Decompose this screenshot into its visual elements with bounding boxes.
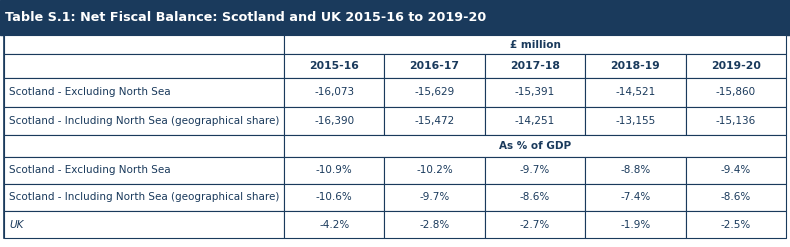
Bar: [686, 184, 786, 211]
Bar: [485, 78, 585, 107]
Text: -1.9%: -1.9%: [620, 220, 650, 230]
Bar: [585, 107, 686, 135]
Text: -2.8%: -2.8%: [419, 220, 450, 230]
Bar: [385, 157, 485, 184]
Text: -2.5%: -2.5%: [720, 220, 751, 230]
Text: -8.6%: -8.6%: [720, 192, 751, 203]
Text: -15,860: -15,860: [716, 87, 756, 98]
Text: -10.6%: -10.6%: [316, 192, 352, 203]
Bar: [4, 135, 284, 157]
Bar: [686, 211, 786, 238]
Bar: [4, 35, 786, 238]
Bar: [485, 157, 585, 184]
Bar: [284, 157, 385, 184]
Text: -13,155: -13,155: [615, 116, 656, 126]
Text: 2016-17: 2016-17: [409, 61, 460, 71]
Bar: [686, 54, 786, 78]
Bar: [4, 107, 284, 135]
Bar: [284, 35, 786, 54]
Text: -8.8%: -8.8%: [620, 165, 650, 175]
Text: Scotland - Excluding North Sea: Scotland - Excluding North Sea: [9, 87, 171, 98]
Text: UK: UK: [9, 220, 24, 230]
Bar: [585, 157, 686, 184]
Text: -16,073: -16,073: [314, 87, 354, 98]
Bar: [385, 78, 485, 107]
Bar: [284, 78, 385, 107]
Text: 2018-19: 2018-19: [611, 61, 660, 71]
Bar: [4, 54, 284, 78]
Bar: [4, 157, 284, 184]
Text: -16,390: -16,390: [314, 116, 354, 126]
Text: As % of GDP: As % of GDP: [499, 141, 571, 151]
Text: -10.9%: -10.9%: [316, 165, 352, 175]
Text: -14,521: -14,521: [615, 87, 656, 98]
Text: -15,472: -15,472: [415, 116, 455, 126]
Text: -9.4%: -9.4%: [720, 165, 751, 175]
Text: -15,136: -15,136: [716, 116, 756, 126]
Bar: [0, 0, 790, 35]
Text: -9.7%: -9.7%: [520, 165, 550, 175]
Bar: [385, 107, 485, 135]
Text: 2017-18: 2017-18: [510, 61, 560, 71]
Text: -2.7%: -2.7%: [520, 220, 550, 230]
Bar: [485, 107, 585, 135]
Text: 2015-16: 2015-16: [309, 61, 359, 71]
Text: £ million: £ million: [510, 40, 560, 50]
Bar: [485, 54, 585, 78]
Text: -7.4%: -7.4%: [620, 192, 650, 203]
Bar: [585, 78, 686, 107]
Text: -8.6%: -8.6%: [520, 192, 550, 203]
Bar: [686, 107, 786, 135]
Text: Scotland - Including North Sea (geographical share): Scotland - Including North Sea (geograph…: [9, 192, 280, 203]
Bar: [485, 184, 585, 211]
Bar: [284, 107, 385, 135]
Text: -15,629: -15,629: [415, 87, 455, 98]
Bar: [284, 184, 385, 211]
Bar: [585, 211, 686, 238]
Text: -14,251: -14,251: [515, 116, 555, 126]
Bar: [284, 211, 385, 238]
Text: -9.7%: -9.7%: [419, 192, 450, 203]
Bar: [485, 211, 585, 238]
Bar: [4, 78, 284, 107]
Text: Scotland - Excluding North Sea: Scotland - Excluding North Sea: [9, 165, 171, 175]
Bar: [4, 211, 284, 238]
Text: Table S.1: Net Fiscal Balance: Scotland and UK 2015-16 to 2019-20: Table S.1: Net Fiscal Balance: Scotland …: [5, 11, 487, 24]
Text: 2019-20: 2019-20: [711, 61, 761, 71]
Bar: [585, 184, 686, 211]
Text: Scotland - Including North Sea (geographical share): Scotland - Including North Sea (geograph…: [9, 116, 280, 126]
Bar: [686, 78, 786, 107]
Bar: [284, 54, 385, 78]
Bar: [385, 211, 485, 238]
Bar: [385, 184, 485, 211]
Text: -4.2%: -4.2%: [319, 220, 349, 230]
Text: -15,391: -15,391: [515, 87, 555, 98]
Bar: [4, 184, 284, 211]
Bar: [284, 135, 786, 157]
Text: -10.2%: -10.2%: [416, 165, 453, 175]
Bar: [4, 35, 284, 54]
Bar: [585, 54, 686, 78]
Bar: [686, 157, 786, 184]
Bar: [385, 54, 485, 78]
